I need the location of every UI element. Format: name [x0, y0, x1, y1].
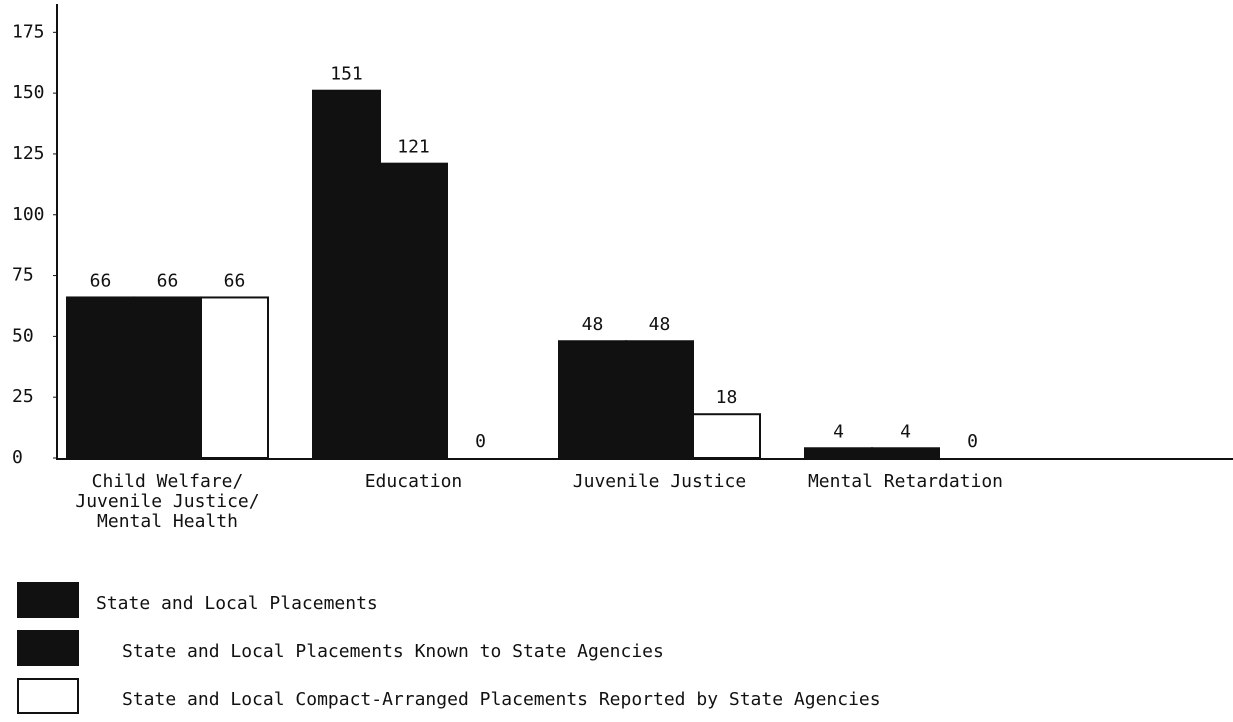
x-tick-label: Education [364, 471, 463, 492]
y-tick-label: 175 [12, 21, 45, 42]
legend-swatch [17, 630, 79, 666]
legend-label: State and Local Placements [96, 593, 378, 614]
data-label: 151 [330, 64, 363, 85]
bar [133, 296, 202, 460]
x-tick-label: Mental Retardation [807, 471, 1004, 492]
x-tick-label: Child Welfare/ Juvenile Justice/ Mental … [75, 471, 260, 532]
legend-label: State and Local Placements Known to Stat… [122, 641, 664, 662]
y-tick-label: 50 [12, 325, 34, 346]
bar [312, 89, 381, 460]
y-tick-label: 25 [12, 386, 34, 407]
data-label: 18 [716, 387, 738, 408]
data-label: 0 [475, 431, 486, 452]
bar [66, 296, 135, 460]
y-tick-label: 150 [12, 82, 45, 103]
x-tick-label: Juvenile Justice [572, 471, 747, 492]
bar [200, 296, 269, 460]
legend-swatch [17, 582, 79, 618]
data-label: 121 [397, 137, 430, 158]
legend-swatch [17, 678, 79, 714]
data-label: 66 [90, 270, 112, 291]
data-label: 66 [224, 270, 246, 291]
bar [558, 340, 627, 460]
bar [625, 340, 694, 460]
y-tick-label: 0 [12, 447, 23, 468]
data-label: 66 [157, 270, 179, 291]
bar [804, 447, 873, 459]
data-label: 48 [649, 314, 671, 335]
data-label: 48 [582, 314, 604, 335]
bar [692, 413, 761, 459]
bar [379, 162, 448, 459]
data-label: 0 [967, 431, 978, 452]
legend-label: State and Local Compact-Arranged Placeme… [122, 689, 881, 710]
y-tick-label: 100 [12, 204, 45, 225]
y-tick-label: 125 [12, 143, 45, 164]
bar [871, 447, 940, 459]
y-tick-label: 75 [12, 265, 34, 286]
data-label: 4 [833, 421, 844, 442]
data-label: 4 [900, 421, 911, 442]
